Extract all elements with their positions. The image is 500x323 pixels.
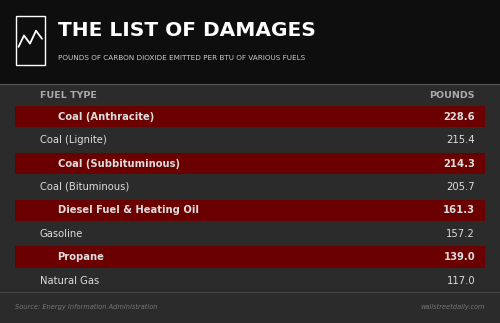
Text: 157.2: 157.2 (446, 229, 475, 239)
Text: Diesel Fuel & Heating Oil: Diesel Fuel & Heating Oil (58, 205, 198, 215)
Text: 214.3: 214.3 (443, 159, 475, 169)
Text: 205.7: 205.7 (446, 182, 475, 192)
Bar (16, 16, 45, 65)
Bar (15, 153, 485, 174)
Text: Coal (Anthracite): Coal (Anthracite) (58, 112, 154, 122)
Text: 161.3: 161.3 (443, 205, 475, 215)
Text: 139.0: 139.0 (444, 252, 475, 262)
Text: THE LIST OF DAMAGES: THE LIST OF DAMAGES (58, 21, 316, 40)
Bar (15, 200, 485, 221)
Text: Gasoline: Gasoline (40, 229, 84, 239)
Text: Coal (Bituminous): Coal (Bituminous) (40, 182, 129, 192)
Text: Coal (Lignite): Coal (Lignite) (40, 135, 107, 145)
Text: POUNDS: POUNDS (430, 91, 475, 100)
Bar (15, 246, 485, 268)
Text: 215.4: 215.4 (446, 135, 475, 145)
Text: Natural Gas: Natural Gas (40, 276, 99, 286)
Text: 228.6: 228.6 (444, 112, 475, 122)
Bar (0, 0, 500, 84)
Bar (15, 106, 485, 127)
Text: wallstreetdaily.com: wallstreetdaily.com (420, 304, 485, 310)
Text: Propane: Propane (58, 252, 104, 262)
Text: FUEL TYPE: FUEL TYPE (40, 91, 97, 100)
Text: POUNDS OF CARBON DIOXIDE EMITTED PER BTU OF VARIOUS FUELS: POUNDS OF CARBON DIOXIDE EMITTED PER BTU… (58, 55, 305, 61)
Text: Coal (Subbituminous): Coal (Subbituminous) (58, 159, 180, 169)
Text: Source: Energy Information Administration: Source: Energy Information Administratio… (15, 304, 158, 310)
Text: 117.0: 117.0 (446, 276, 475, 286)
